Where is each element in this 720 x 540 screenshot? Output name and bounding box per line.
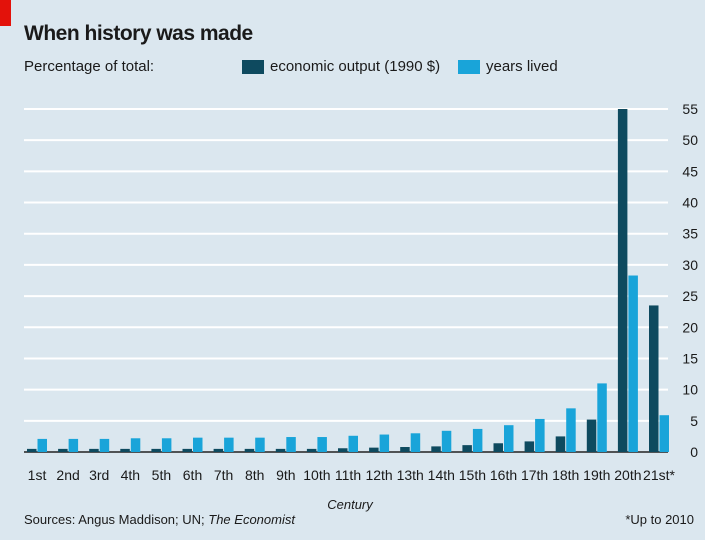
x-axis-label: Century <box>327 497 374 512</box>
bar-years-lived <box>193 437 203 452</box>
legend-label-years-lived: years lived <box>486 58 558 75</box>
bar-economic-output <box>58 448 68 452</box>
bar-years-lived <box>410 433 421 452</box>
source-publication: The Economist <box>208 512 295 527</box>
bar-years-lived <box>286 437 296 452</box>
bar-years-lived <box>597 383 607 452</box>
bar-economic-output <box>89 448 99 452</box>
bar-economic-output <box>555 436 566 452</box>
bar-economic-output <box>275 448 286 452</box>
x-tick-label: 16th <box>490 467 517 483</box>
bar-economic-output <box>27 448 37 452</box>
x-tick-label: 6th <box>183 467 202 483</box>
bar-economic-output <box>213 448 224 452</box>
bar-economic-output <box>524 441 535 452</box>
x-tick-label: 5th <box>152 467 171 483</box>
bar-years-lived <box>379 434 390 452</box>
bar-years-lived <box>68 438 79 452</box>
y-tick-label: 35 <box>682 226 698 242</box>
x-tick-label: 21st* <box>643 467 675 483</box>
x-tick-label: 19th <box>583 467 610 483</box>
x-tick-label: 2nd <box>56 467 79 483</box>
bar-economic-output <box>306 448 317 452</box>
y-tick-label: 10 <box>682 382 698 398</box>
bar-economic-output <box>649 305 659 452</box>
bar-years-lived <box>628 275 638 452</box>
bar-years-lived <box>255 437 265 452</box>
bar-economic-output <box>400 447 410 452</box>
chart-title: When history was made <box>24 22 253 45</box>
y-tick-label: 55 <box>682 101 698 117</box>
x-tick-label: 15th <box>459 467 486 483</box>
y-tick-label: 20 <box>682 319 698 335</box>
legend-item-years-lived: years lived <box>458 58 558 75</box>
y-tick-label: 50 <box>682 132 698 148</box>
bar-economic-output <box>369 447 379 452</box>
bar-economic-output <box>120 448 130 452</box>
x-tick-label: 11th <box>335 467 361 483</box>
bar-economic-output <box>151 448 161 452</box>
bar-economic-output <box>338 448 348 452</box>
x-tick-label: 17th <box>521 467 548 483</box>
bar-economic-output <box>182 448 192 452</box>
bar-years-lived <box>161 438 172 452</box>
legend-item-economic-output: economic output (1990 $) <box>242 58 440 75</box>
bar-years-lived <box>441 430 452 452</box>
bar-years-lived <box>504 425 514 452</box>
y-tick-label: 45 <box>682 163 698 179</box>
x-tick-label: 1st <box>28 467 47 483</box>
x-tick-label: 9th <box>276 467 295 483</box>
x-tick-label: 18th <box>552 467 579 483</box>
x-tick-label: 12th <box>365 467 392 483</box>
source-note: Sources: Angus Maddison; UN; The Economi… <box>24 512 295 527</box>
source-text: Sources: Angus Maddison; UN; <box>24 512 209 527</box>
x-tick-label: 4th <box>121 467 140 483</box>
bar-years-lived <box>535 418 545 452</box>
y-tick-label: 15 <box>682 350 698 366</box>
bar-years-lived <box>317 437 327 452</box>
x-tick-label: 8th <box>245 467 264 483</box>
bar-economic-output <box>431 446 441 452</box>
bar-economic-output <box>493 443 503 452</box>
bar-economic-output <box>244 448 255 452</box>
y-tick-label: 30 <box>682 257 698 273</box>
bar-economic-output <box>462 445 472 452</box>
bar-economic-output <box>617 109 628 452</box>
y-tick-label: 0 <box>690 444 698 460</box>
page-edge <box>705 0 720 540</box>
y-tick-label: 25 <box>682 288 698 304</box>
bar-years-lived <box>37 438 47 452</box>
y-tick-label: 40 <box>682 195 698 211</box>
x-tick-label: 14th <box>428 467 455 483</box>
x-tick-label: 7th <box>214 467 233 483</box>
legend-swatch-years-lived <box>458 59 480 74</box>
x-tick-label: 20th <box>614 467 641 483</box>
bar-economic-output <box>586 419 597 452</box>
bar-years-lived <box>99 438 110 452</box>
bar-years-lived <box>130 438 141 452</box>
bar-years-lived <box>224 437 234 452</box>
legend-swatch-economic-output <box>242 59 264 74</box>
x-tick-label: 13th <box>397 467 424 483</box>
bar-years-lived <box>472 428 483 452</box>
x-tick-label: 10th <box>303 467 330 483</box>
chart-subtitle: Percentage of total: <box>24 58 155 75</box>
y-tick-label: 5 <box>690 413 698 429</box>
x-tick-label: 3rd <box>89 467 109 483</box>
bar-years-lived <box>566 408 576 452</box>
footnote: *Up to 2010 <box>625 512 694 527</box>
brand-accent-tab <box>0 0 11 26</box>
legend-label-economic-output: economic output (1990 $) <box>270 58 441 75</box>
bar-years-lived <box>348 435 358 452</box>
bar-years-lived <box>659 415 669 452</box>
